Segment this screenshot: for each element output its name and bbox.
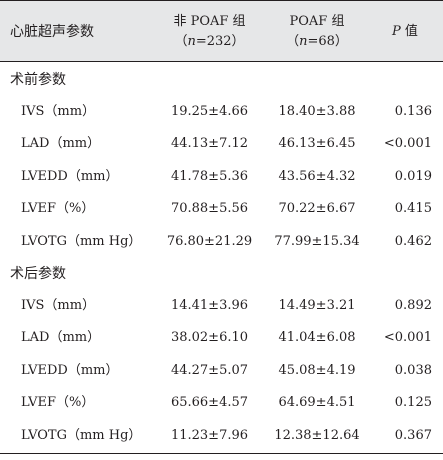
non-poaf-value-cell: 41.78±5.36 <box>170 168 249 184</box>
p-value-cell: 0.892 <box>394 298 432 313</box>
param-cell: LVEDD（mm） <box>21 362 119 378</box>
poaf-value-cell: 70.22±6.67 <box>278 201 356 217</box>
param-cell: LAD（mm） <box>21 136 101 152</box>
table-row: IVS（mm） 14.41±3.96 14.49±3.21 0.892 <box>0 298 443 330</box>
non-poaf-value-cell: 19.25±4.66 <box>170 104 249 119</box>
table-row: LVEDD（mm） 41.78±5.36 43.56±4.32 0.019 <box>0 169 443 201</box>
table-row: LVEF（%） 65.66±4.57 64.69±4.51 0.125 <box>0 395 443 427</box>
header-param-label: 心脏超声参数 <box>10 24 94 40</box>
poaf-value-cell: 43.56±4.32 <box>278 168 356 184</box>
poaf-value-cell: 46.13±6.45 <box>278 136 356 152</box>
section-title: 术前参数 <box>10 72 66 88</box>
poaf-value-cell: 41.04±6.08 <box>278 330 356 346</box>
non-poaf-value-cell: 38.02±6.10 <box>170 330 249 346</box>
non-poaf-value-cell: 44.27±5.07 <box>170 362 249 378</box>
non-poaf-value-cell: 11.23±7.96 <box>170 427 249 443</box>
poaf-value-cell: 12.38±12.64 <box>274 427 360 443</box>
p-value-cell: 0.367 <box>394 427 432 443</box>
table-row: LAD（mm） 44.13±7.12 46.13±6.45 <0.001 <box>0 136 443 168</box>
table-row: LAD（mm） 38.02±6.10 41.04±6.08 <0.001 <box>0 330 443 362</box>
param-cell: IVS（mm） <box>21 104 96 119</box>
header-non-poaf-n: （n=232） <box>174 34 245 49</box>
p-value-cell: 0.038 <box>394 362 432 378</box>
poaf-value-cell: 77.99±15.34 <box>274 233 360 249</box>
non-poaf-value-cell: 70.88±5.56 <box>170 201 249 217</box>
param-cell: LVEF（%） <box>21 395 95 411</box>
non-poaf-value-cell: 14.41±3.96 <box>170 298 249 313</box>
table-row: LVOTG（mm Hg） 76.80±21.29 77.99±15.34 0.462 <box>0 234 443 266</box>
table-header: 心脏超声参数 非 POAF 组 （n=232） POAF 组 （n=68） P … <box>0 0 443 62</box>
poaf-value-cell: 14.49±3.21 <box>278 298 356 313</box>
p-value-cell: <0.001 <box>383 330 432 346</box>
table-row: LVEDD（mm） 44.27±5.07 45.08±4.19 0.038 <box>0 363 443 395</box>
p-value-cell: 0.415 <box>394 201 432 217</box>
non-poaf-value-cell: 65.66±4.57 <box>170 395 249 411</box>
p-value-cell: 0.462 <box>394 233 432 249</box>
section-title: 术后参数 <box>10 266 66 282</box>
param-cell: LVEF（%） <box>21 201 95 217</box>
param-cell: IVS（mm） <box>21 298 96 313</box>
poaf-value-cell: 18.40±3.88 <box>278 104 356 119</box>
param-cell: LVEDD（mm） <box>21 168 119 184</box>
non-poaf-value-cell: 76.80±21.29 <box>166 233 253 249</box>
p-value-cell: 0.125 <box>394 395 432 411</box>
table-row: LVEF（%） 70.88±5.56 70.22±6.67 0.415 <box>0 201 443 233</box>
header-non-poaf-label: 非 POAF 组 <box>173 14 246 29</box>
p-value-cell: 0.019 <box>394 168 432 184</box>
param-cell: LAD（mm） <box>21 330 101 346</box>
table-row: LVOTG（mm Hg） 11.23±7.96 12.38±12.64 0.367 <box>0 428 443 460</box>
non-poaf-value-cell: 44.13±7.12 <box>170 136 249 152</box>
p-value-cell: 0.136 <box>394 104 432 119</box>
header-p-value: P 值 <box>392 24 418 39</box>
table-bottom-rule <box>0 453 443 454</box>
param-cell: LVOTG（mm Hg） <box>21 233 142 249</box>
table-row: IVS（mm） 19.25±4.66 18.40±3.88 0.136 <box>0 104 443 136</box>
p-value-cell: <0.001 <box>383 136 432 152</box>
param-cell: LVOTG（mm Hg） <box>21 427 142 443</box>
poaf-value-cell: 64.69±4.51 <box>278 395 356 411</box>
header-poaf-n: （n=68） <box>286 34 348 49</box>
poaf-value-cell: 45.08±4.19 <box>278 362 356 378</box>
header-poaf-label: POAF 组 <box>289 14 345 29</box>
